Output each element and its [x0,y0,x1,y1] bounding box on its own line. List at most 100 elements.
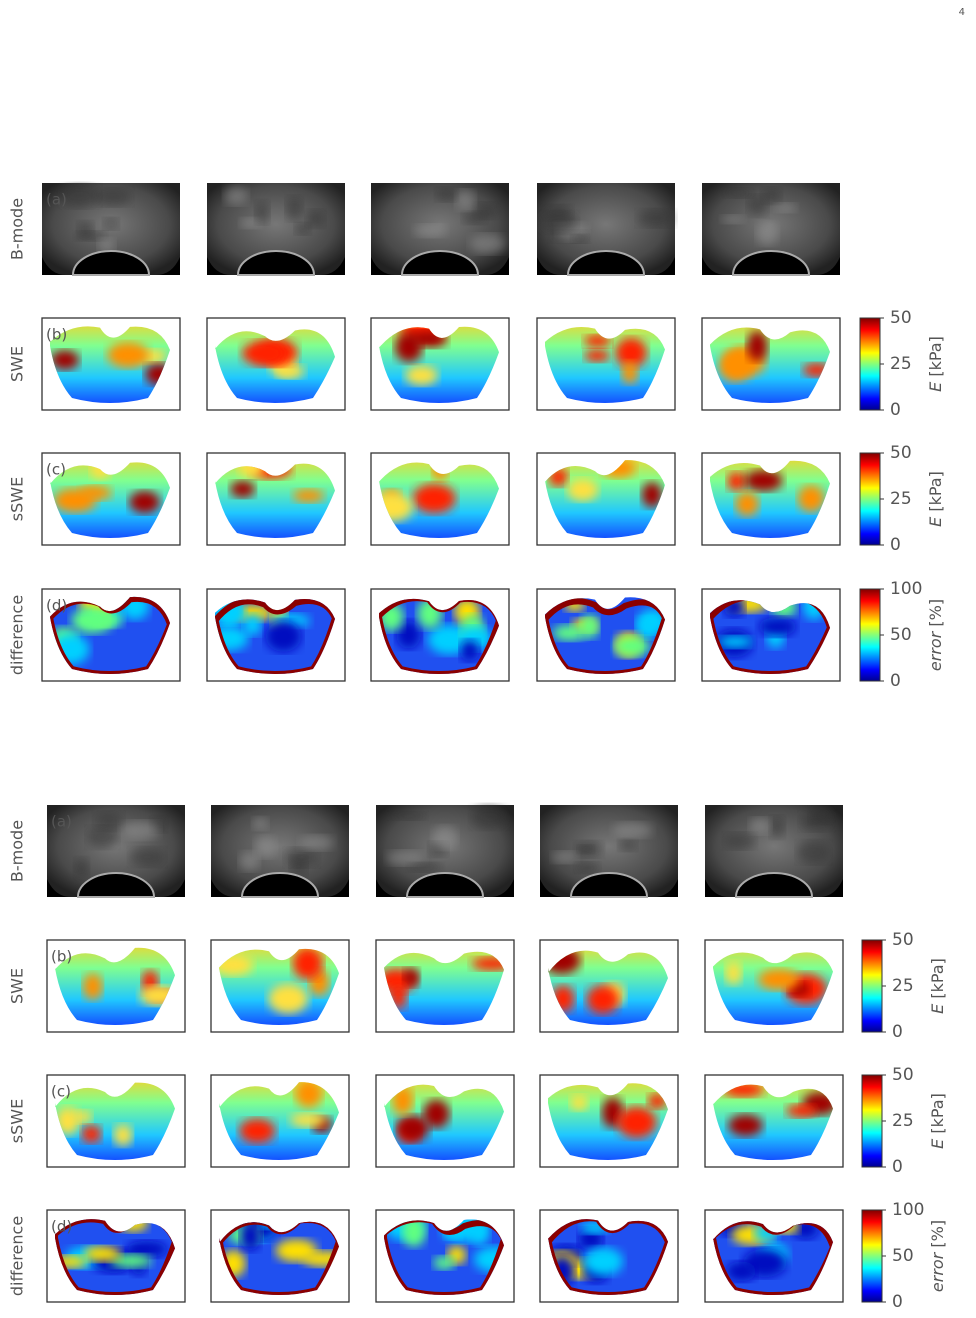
page-number: 4 [959,7,965,18]
map [548,950,668,1025]
map-spot [717,635,753,648]
colorbar-title: error [%] [928,1220,947,1292]
colorbar [861,939,883,1033]
b-mode-probe [400,250,480,276]
map-spot [743,470,783,492]
speckle [723,188,754,198]
speckle [255,200,270,224]
row-label: SWE [8,968,27,1004]
colorbar-tick-label: 50 [890,308,912,328]
speckle [469,233,506,254]
map-spot [265,620,302,652]
map-spot [243,613,262,636]
b-mode-probe [731,250,811,276]
colorbar-tick-label: 25 [890,489,912,509]
map [710,327,830,403]
panel-image [210,939,350,1033]
colorbar-tick-label: 50 [892,930,914,950]
speckle [285,196,303,221]
colorbar-tick-label: 100 [890,579,922,599]
panel-image [537,183,675,276]
panel-image [41,317,181,411]
map-spot [584,349,610,362]
panel-image [370,317,510,411]
row-label: SWE [8,346,27,382]
map [50,326,170,403]
map-spot [79,485,112,501]
speckle [97,238,116,253]
map-spot [240,1221,261,1251]
map-spot [647,1093,667,1109]
map-spot [583,1247,624,1276]
map-spot [433,1256,455,1270]
speckle [462,211,487,224]
map [710,600,830,674]
row-label: B-mode [8,198,27,260]
map [545,326,665,403]
map [710,460,830,538]
map [219,1082,339,1160]
map [50,462,170,538]
colorbar [861,1209,883,1303]
panel-label: (b) [46,326,67,344]
panel-image [702,183,840,276]
map-spot [747,330,768,362]
panel-image [536,317,676,411]
colorbar [861,1074,883,1168]
speckle [756,222,778,246]
map-spot [728,1114,763,1137]
speckle [60,183,99,208]
colorbar-symbol: error [928,1251,947,1292]
panel-image [370,452,510,546]
colorbar-unit: [%] [928,1220,947,1248]
map-spot [460,639,480,662]
panel-image [539,939,679,1033]
map-spot [268,983,309,1014]
speckle [94,188,131,207]
map-spot [129,490,160,514]
colorbar-symbol: E [928,1003,947,1014]
colorbar [859,588,881,682]
b-mode-corner [42,257,180,275]
map-spot [798,485,825,512]
speckle [541,211,577,234]
map-spot [570,1094,588,1111]
speckle [74,857,89,880]
panel-image [206,588,346,682]
b-mode-corner [537,257,675,275]
speckle [386,850,425,866]
colorbar-unit: [kPa] [928,958,947,998]
panel-image [704,939,844,1033]
map-spot [758,617,797,637]
map-spot [84,612,123,628]
speckle [724,833,756,850]
map-spot [401,1219,426,1247]
colorbar [859,317,881,411]
panel-image [375,1209,515,1303]
row-label: sSWE [8,477,27,521]
colorbar-tick-label: 100 [892,1200,924,1220]
speckle [574,862,600,874]
map-spot [726,1261,756,1282]
map-spot [239,1118,276,1144]
colorbar-symbol: E [926,516,945,527]
colorbar-symbol: E [928,1138,947,1149]
panel-image [206,452,346,546]
speckle [391,811,426,821]
map-spot [758,968,800,991]
map-spot [113,1124,133,1146]
b-mode-corner [376,879,514,897]
map-spot [50,350,80,370]
map [384,1219,504,1295]
map-spot [412,483,456,514]
speckle [721,215,745,224]
speckle [130,847,165,867]
colorbar-tick-label: 25 [892,976,914,996]
map-spot [230,480,255,498]
map-spot [396,620,421,649]
panel-image [701,588,841,682]
colorbar-title: E [kPa] [926,471,945,527]
panel-image [42,183,180,276]
map-spot [238,463,265,478]
